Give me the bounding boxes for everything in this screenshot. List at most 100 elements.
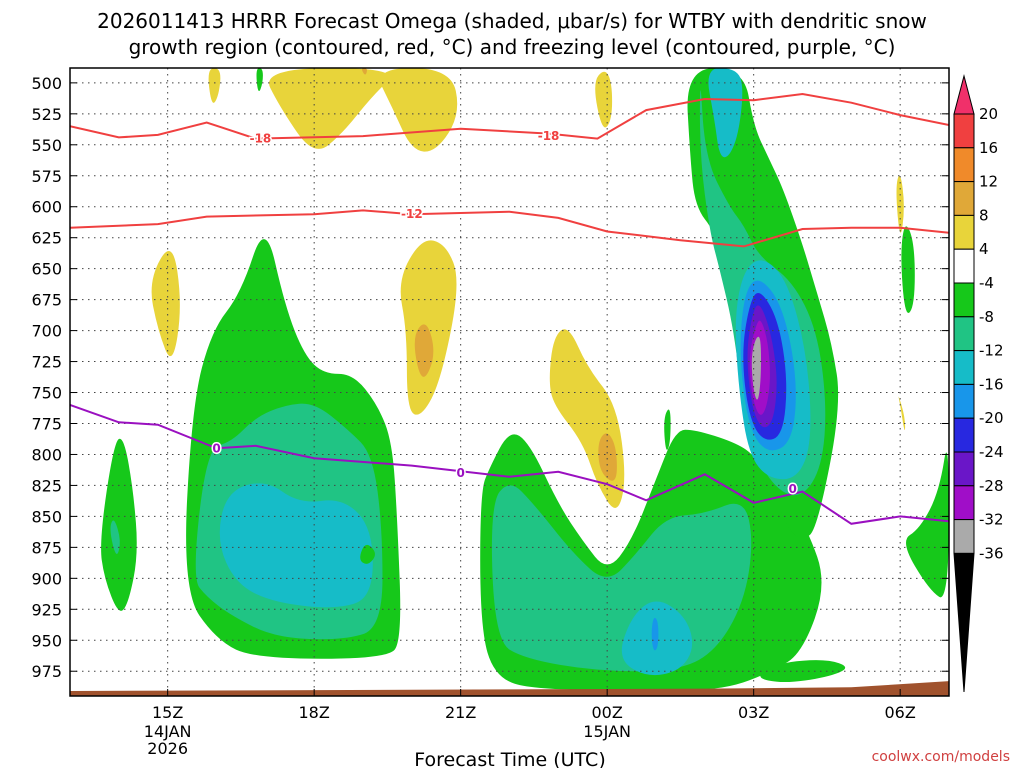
freezing_level_0-line <box>70 403 949 525</box>
omega-region-15 <box>101 438 137 611</box>
omega-region-34 <box>256 68 263 92</box>
omega-region-10 <box>896 175 904 233</box>
y-tick-label-600: 600 <box>31 198 62 217</box>
colorbar-label--20: -20 <box>979 409 1004 427</box>
y-tick-label-725: 725 <box>31 353 62 372</box>
dgz_minus18-label-0: -18 <box>250 132 272 146</box>
omega-region-17 <box>360 544 375 564</box>
freezing_level_0-label-1: 0 <box>456 466 464 480</box>
chart-title-line2: growth region (contoured, red, °C) and f… <box>129 35 896 59</box>
y-tick-label-875: 875 <box>31 538 62 557</box>
omega-region-24 <box>708 68 743 158</box>
omega-region-8 <box>549 329 625 508</box>
x-tick-label-06Z: 06Z <box>885 703 916 722</box>
colorbar-segment-12 <box>953 519 975 554</box>
colorbar: 20 16 12 8 4 -4 -8 -12 -16 -20 -24 -28 -32 -36 <box>953 74 1004 693</box>
terrain-fill <box>70 681 949 696</box>
grid-lines <box>70 68 949 696</box>
y-tick-label-550: 550 <box>31 136 62 155</box>
credit-text: coolwx.com/models <box>872 749 1010 765</box>
colorbar-segment-8 <box>953 383 975 419</box>
colorbar-segment-3 <box>953 214 975 250</box>
x-tick-sublabel-2026: 2026 <box>147 739 188 758</box>
x-tick-label-03Z: 03Z <box>738 703 769 722</box>
omega-region-3 <box>208 68 221 103</box>
colorbar-segment-10 <box>953 451 975 487</box>
colorbar-arrow-bottom <box>953 552 975 693</box>
y-tick-label-650: 650 <box>31 260 62 279</box>
colorbar-segment-2 <box>953 181 975 216</box>
colorbar-segment-11 <box>953 485 975 521</box>
freezing_level_0-label-2: 0 <box>789 482 797 496</box>
omega-region-35 <box>664 409 671 450</box>
colorbar-label--36: -36 <box>979 544 1004 562</box>
y-tick-label-750: 750 <box>31 384 62 403</box>
dgz_minus18-line <box>70 92 949 140</box>
terrain <box>70 681 949 696</box>
y-tick-label-625: 625 <box>31 229 62 248</box>
colorbar-segment-9 <box>953 417 975 453</box>
chart-title-line1: 2026011413 HRRR Forecast Omega (shaded, … <box>97 9 927 33</box>
omega-region-32 <box>906 452 949 598</box>
omega-region-1 <box>380 68 458 152</box>
colorbar-label--28: -28 <box>979 477 1004 495</box>
y-tick-label-525: 525 <box>31 105 62 124</box>
omega-region-0 <box>269 68 390 149</box>
omega-region-21 <box>651 617 659 651</box>
colorbar-segment-1 <box>953 147 975 183</box>
y-axis: 500 525 550 575 600 625 650 675 700 725 750 775 800 8… <box>31 74 949 681</box>
y-tick-label-800: 800 <box>31 445 62 464</box>
x-tick-label-21Z: 21Z <box>445 703 476 722</box>
x-tick-sublabel-15JAN: 15JAN <box>583 722 631 741</box>
colorbar-segment-5 <box>953 282 975 318</box>
dgz_minus18-label-1: -18 <box>538 129 560 143</box>
colorbar-label--8: -8 <box>979 308 994 326</box>
dgz_minus12-line <box>70 209 949 248</box>
y-tick-label-900: 900 <box>31 569 62 588</box>
omega-region-11 <box>898 396 906 431</box>
colorbar-label-16: 16 <box>979 139 998 157</box>
colorbar-label--4: -4 <box>979 274 994 292</box>
y-tick-label-825: 825 <box>31 476 62 495</box>
y-tick-label-575: 575 <box>31 167 62 186</box>
y-tick-label-925: 925 <box>31 600 62 619</box>
colorbar-segment-6 <box>953 316 975 352</box>
dgz_minus12-label-0: -12 <box>401 207 423 221</box>
omega-region-4 <box>595 71 613 128</box>
y-tick-label-500: 500 <box>31 74 62 93</box>
y-tick-label-975: 975 <box>31 662 62 681</box>
omega-region-16 <box>110 520 120 554</box>
x-tick-sublabel-14JAN: 14JAN <box>144 722 192 741</box>
omega-region-7 <box>414 324 434 377</box>
colorbar-label--24: -24 <box>979 443 1004 461</box>
omega-region-31 <box>901 226 915 314</box>
colorbar-label--12: -12 <box>979 342 1004 360</box>
contour-lines: -18 -18 -12 0 0 0 <box>70 92 949 525</box>
y-tick-label-775: 775 <box>31 414 62 433</box>
omega-region-30 <box>751 336 761 400</box>
x-axis-label: Forecast Time (UTC) <box>414 749 605 768</box>
x-tick-label-00Z: 00Z <box>592 703 623 722</box>
y-tick-label-700: 700 <box>31 322 62 341</box>
x-tick-label-15Z: 15Z <box>152 703 183 722</box>
colorbar-label-20: 20 <box>979 105 998 123</box>
omega-shading <box>101 68 949 690</box>
colorbar-segment-7 <box>953 350 975 385</box>
colorbar-segment-0 <box>953 113 975 149</box>
omega-region-6 <box>400 240 457 415</box>
plot-frame <box>69 67 950 697</box>
omega-region-2 <box>362 68 367 75</box>
colorbar-label-4: 4 <box>979 240 989 258</box>
omega-region-14 <box>219 483 373 608</box>
colorbar-label-8: 8 <box>979 206 989 224</box>
omega-region-9 <box>598 433 617 481</box>
colorbar-arrow-top <box>953 74 975 115</box>
y-tick-label-850: 850 <box>31 507 62 526</box>
colorbar-label--16: -16 <box>979 375 1004 393</box>
freezing_level_0-label-0: 0 <box>212 441 220 455</box>
omega-region-5 <box>151 250 180 357</box>
y-tick-label-675: 675 <box>31 291 62 310</box>
plot-area: -18 -18 -12 0 0 0 <box>70 68 949 696</box>
